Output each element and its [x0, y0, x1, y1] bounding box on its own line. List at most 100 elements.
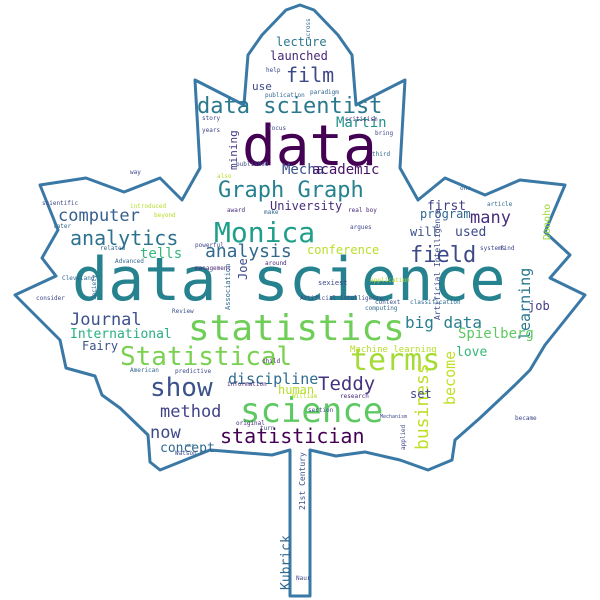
cloud-word: concept	[160, 441, 215, 456]
cloud-word: paradigm	[310, 89, 339, 96]
cloud-word: program	[420, 207, 471, 221]
cloud-word: tells	[140, 246, 182, 262]
cloud-word: Mecha	[282, 162, 324, 178]
cloud-word: became	[515, 415, 537, 422]
cloud-word: use	[252, 80, 272, 93]
cloud-word: Machine learning	[350, 345, 437, 355]
cloud-word: award	[227, 207, 245, 214]
cloud-word: Watson	[175, 450, 197, 457]
cloud-word: publication	[265, 92, 305, 99]
cloud-word: International	[70, 327, 172, 342]
cloud-word: across	[305, 18, 312, 40]
cloud-word: Teddy	[318, 373, 375, 395]
cloud-word: scientific	[42, 200, 79, 207]
cloud-word: conference	[307, 243, 379, 257]
cloud-word: Journal	[70, 310, 142, 330]
cloud-word: information	[227, 381, 267, 388]
cloud-word: turn	[260, 425, 275, 432]
cloud-word: many	[470, 208, 511, 228]
cloud-word: Society	[91, 274, 98, 300]
cloud-word: Joe	[236, 258, 250, 280]
cloud-word: criticism	[345, 116, 378, 123]
cloud-word: Martin	[336, 115, 387, 131]
cloud-word: mining	[227, 130, 240, 170]
cloud-word: real boy	[348, 207, 377, 214]
maple-leaf-outline	[13, 3, 587, 598]
cloud-word: field	[410, 243, 476, 268]
cloud-word: management	[195, 265, 232, 272]
cloud-word: Artificial Intelligence	[433, 209, 442, 320]
cloud-word: applied	[400, 424, 407, 450]
cloud-word: academic	[312, 162, 379, 178]
cloud-word: way	[130, 169, 141, 176]
cloud-word: Naur	[296, 575, 311, 582]
cloud-word: Kubrick	[279, 535, 294, 590]
cloud-word: consider	[36, 295, 65, 302]
cloud-word: sexiest	[318, 279, 348, 287]
leaf-outline-path	[13, 3, 587, 598]
cloud-word: around	[265, 260, 287, 267]
cloud-word: show	[150, 373, 213, 403]
cloud-word: 21st Century	[298, 452, 307, 510]
cloud-word: business	[412, 363, 433, 450]
cloud-word: data	[242, 114, 377, 179]
cloud-word: launched	[270, 49, 328, 63]
cloud-word: context	[375, 299, 401, 306]
cloud-word: help	[266, 67, 281, 74]
cloud-word: Artificial Intelligence	[300, 295, 383, 302]
cloud-word: Donoho	[542, 204, 553, 240]
cloud-word: Mechanism	[380, 414, 407, 420]
cloud-word: Cleveland	[62, 275, 95, 282]
cloud-word: predictive	[175, 368, 212, 375]
cloud-word: method	[160, 402, 221, 422]
cloud-word: used	[455, 225, 486, 240]
cloud-word: statistics	[188, 308, 405, 349]
cloud-word: story	[202, 115, 220, 122]
cloud-word: American	[130, 367, 159, 374]
cloud-word: war	[185, 443, 194, 449]
cloud-word: lecture	[276, 35, 327, 49]
cloud-word: powerful	[195, 242, 224, 249]
cloud-word: published	[236, 161, 269, 168]
cloud-word: Association	[224, 264, 232, 310]
cloud-word: Monica	[214, 216, 315, 249]
cloud-word: analytics	[70, 226, 178, 250]
cloud-word: data scientist	[197, 94, 382, 119]
cloud-word: beyond	[154, 212, 176, 219]
cloud-word: film	[286, 63, 334, 87]
cloud-word: application	[370, 277, 410, 284]
cloud-word: section	[308, 407, 334, 414]
cloud-word: Graph Graph	[218, 178, 364, 203]
cloud-word: years	[202, 127, 220, 134]
cloud-word: discipline	[228, 370, 318, 388]
cloud-word: systems	[480, 245, 506, 252]
cloud-word: science	[240, 391, 383, 431]
cloud-word: become	[441, 351, 459, 405]
cloud-word: statistician	[220, 424, 365, 448]
cloud-word: focus	[268, 125, 286, 132]
cloud-word: first	[427, 199, 466, 214]
cloud-word: terms	[350, 343, 440, 378]
cloud-word: Advanced	[115, 258, 144, 265]
cloud-word: also	[217, 173, 232, 180]
cloud-word: article	[487, 201, 513, 208]
cloud-word: computing	[365, 305, 398, 312]
cloud-word: love	[456, 345, 487, 360]
cloud-word: big data	[405, 313, 482, 332]
cloud-word: will	[410, 225, 439, 239]
cloud-word: University	[270, 199, 342, 213]
cloud-word: Fairy	[82, 339, 118, 353]
cloud-word: learning	[516, 268, 534, 340]
cloud-word: bring	[375, 130, 393, 137]
cloud-word: child	[262, 358, 280, 365]
cloud-word: Review	[172, 308, 194, 315]
cloud-word: find	[500, 245, 515, 252]
cloud-word: computer	[58, 206, 140, 226]
cloud-word: human	[278, 383, 314, 397]
cloud-word: argues	[350, 224, 372, 231]
cloud-word: classification	[410, 299, 461, 306]
cloud-word: job	[528, 299, 550, 313]
cloud-word: William	[292, 393, 318, 400]
